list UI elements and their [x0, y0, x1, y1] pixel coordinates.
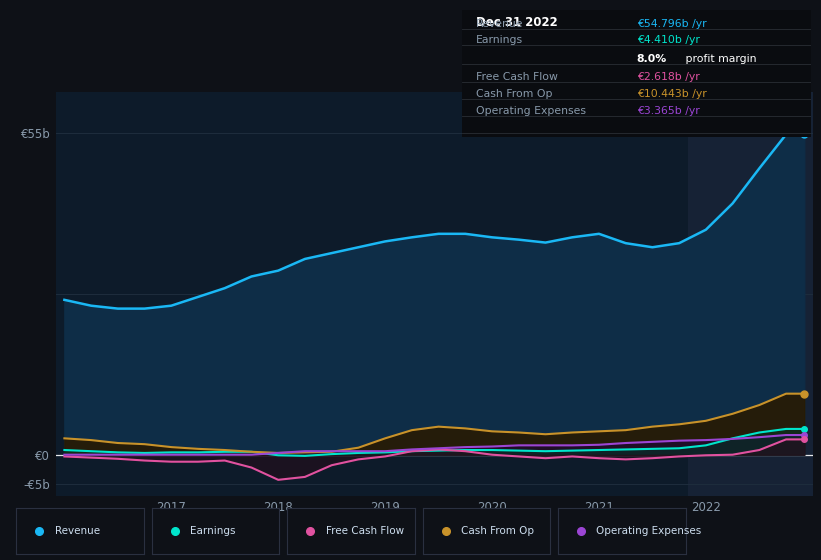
Text: €10.443b /yr: €10.443b /yr [637, 89, 706, 99]
Text: Dec 31 2022: Dec 31 2022 [476, 16, 558, 29]
Text: Cash From Op: Cash From Op [461, 526, 534, 536]
Text: €2.618b /yr: €2.618b /yr [637, 72, 699, 82]
Text: profit margin: profit margin [682, 54, 756, 64]
Text: Revenue: Revenue [54, 526, 99, 536]
Text: Free Cash Flow: Free Cash Flow [325, 526, 404, 536]
Text: €54.796b /yr: €54.796b /yr [637, 19, 706, 29]
Text: Earnings: Earnings [190, 526, 236, 536]
Text: €3.365b /yr: €3.365b /yr [637, 106, 699, 116]
Text: €4.410b /yr: €4.410b /yr [637, 35, 699, 45]
Text: Operating Expenses: Operating Expenses [476, 106, 586, 116]
Text: Operating Expenses: Operating Expenses [597, 526, 702, 536]
Text: Cash From Op: Cash From Op [476, 89, 553, 99]
Text: Revenue: Revenue [476, 19, 524, 29]
Bar [688, 92, 813, 496]
Text: 8.0%: 8.0% [637, 54, 667, 64]
Text: Earnings: Earnings [476, 35, 523, 45]
Text: Free Cash Flow: Free Cash Flow [476, 72, 558, 82]
